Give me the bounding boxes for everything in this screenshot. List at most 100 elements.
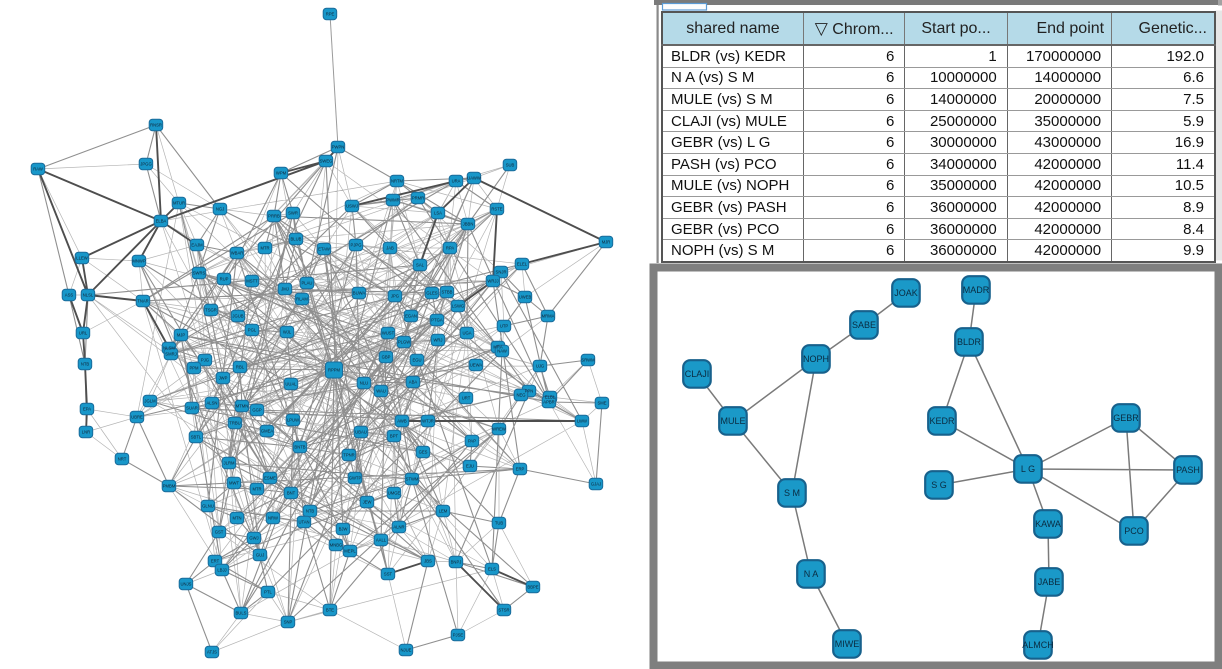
svg-text:PWMR: PWMR [386, 198, 399, 203]
svg-text:EAJM: EAJM [191, 243, 203, 248]
svg-text:MTMN: MTMN [236, 404, 249, 409]
svg-text:URA: URA [452, 179, 461, 184]
svg-text:JWP: JWP [219, 376, 228, 381]
svg-text:NTB: NTB [306, 509, 315, 514]
svg-text:S G: S G [931, 480, 947, 490]
svg-text:RBL: RBL [236, 365, 245, 370]
svg-text:UJG: UJG [536, 364, 544, 369]
svg-text:JPGG: JPGG [140, 162, 151, 167]
svg-text:BUWA: BUWA [353, 291, 366, 296]
svg-text:RNSR: RNSR [150, 123, 162, 128]
svg-text:LEM: LEM [439, 509, 448, 514]
svg-text:ALNR: ALNR [393, 525, 404, 530]
svg-text:S M: S M [784, 488, 800, 498]
svg-text:JOAK: JOAK [894, 288, 918, 298]
svg-text:SRWM: SRWM [581, 358, 595, 363]
svg-text:JMJ: JMJ [281, 287, 289, 292]
svg-text:GWTP: GWTP [349, 476, 362, 481]
svg-text:SAL: SAL [416, 263, 425, 268]
svg-text:ABA: ABA [409, 380, 418, 385]
svg-text:WJL: WJL [283, 330, 292, 335]
svg-text:ELEL: ELEL [517, 262, 528, 267]
svg-text:PMBM: PMBM [163, 484, 176, 489]
svg-text:ALMCH: ALMCH [1022, 640, 1054, 650]
svg-text:UMGE: UMGE [388, 491, 401, 496]
svg-text:GBP: GBP [382, 355, 391, 360]
svg-text:LSA: LSA [434, 211, 442, 216]
svg-text:KAWA: KAWA [1035, 519, 1061, 529]
svg-text:PTL: PTL [264, 590, 272, 595]
svg-text:UEWA: UEWA [470, 363, 483, 368]
svg-text:NEG: NEG [516, 393, 525, 398]
svg-text:TUB: TUB [495, 521, 504, 526]
svg-text:TSGR: TSGR [205, 308, 217, 313]
svg-text:MTR: MTR [260, 246, 269, 251]
svg-text:NRW: NRW [268, 516, 278, 521]
svg-text:TRBU: TRBU [229, 421, 240, 426]
svg-text:BTE: BTE [326, 608, 334, 613]
svg-text:WREW: WREW [492, 427, 506, 432]
svg-text:PASH: PASH [1176, 465, 1200, 475]
svg-text:MNBG: MNBG [330, 543, 343, 548]
svg-text:SNJR: SNJR [496, 270, 507, 275]
svg-text:WTJR: WTJR [422, 419, 434, 424]
svg-text:JBBN: JBBN [463, 222, 474, 227]
svg-text:NRT: NRT [118, 457, 127, 462]
svg-text:MNWP: MNWP [132, 259, 145, 264]
svg-text:GLES: GLES [426, 291, 437, 296]
svg-text:RPPM: RPPM [328, 368, 341, 373]
svg-text:NGJ: NGJ [216, 207, 224, 212]
svg-text:BLDR: BLDR [957, 337, 982, 347]
svg-text:APBR: APBR [543, 400, 554, 405]
svg-text:STSR: STSR [498, 608, 509, 613]
svg-text:TPNR: TPNR [343, 453, 354, 458]
svg-text:LLEW: LLEW [76, 256, 87, 261]
svg-text:PPM: PPM [189, 366, 199, 371]
svg-text:UUAL: UUAL [285, 382, 297, 387]
svg-text:RSTE: RSTE [491, 207, 502, 212]
svg-text:N A: N A [804, 569, 819, 579]
svg-text:CLAJI: CLAJI [685, 369, 710, 379]
svg-text:SWEG: SWEG [320, 159, 333, 164]
svg-text:SWR: SWR [288, 211, 298, 216]
svg-text:GLNU: GLNU [202, 504, 214, 509]
svg-text:MADR: MADR [963, 285, 990, 295]
svg-text:UBRE: UBRE [131, 415, 143, 420]
svg-text:RLAM: RLAM [296, 297, 308, 302]
svg-text:SWRS: SWRS [193, 271, 206, 276]
svg-text:URT: URT [462, 396, 471, 401]
svg-text:MIWE: MIWE [835, 639, 860, 649]
svg-text:BPT: BPT [390, 434, 399, 439]
svg-text:WRJJ: WRJJ [487, 279, 498, 284]
svg-text:LNR: LNR [82, 430, 90, 435]
svg-text:NJUE: NJUE [401, 648, 412, 653]
svg-text:SNP: SNP [284, 620, 293, 625]
svg-text:UBAU: UBAU [355, 430, 367, 435]
svg-text:PRRB: PRRB [268, 214, 280, 219]
svg-text:AWB: AWB [397, 419, 407, 424]
svg-text:AALL: AALL [376, 538, 387, 543]
svg-text:USWJ: USWJ [346, 204, 358, 209]
svg-text:SBTL: SBTL [191, 435, 202, 440]
svg-text:PLGW: PLGW [398, 340, 410, 345]
svg-text:MRA: MRA [493, 345, 503, 350]
svg-text:PGL: PGL [248, 328, 257, 333]
svg-text:SUB: SUB [506, 163, 515, 168]
svg-text:EGU: EGU [412, 358, 421, 363]
svg-text:MJR: MJR [602, 240, 611, 245]
svg-text:JAB: JAB [386, 246, 394, 251]
svg-text:NLSL: NLSL [83, 293, 94, 298]
svg-text:NRTM: NRTM [391, 179, 404, 184]
svg-text:NAW: NAW [497, 349, 507, 354]
svg-text:RPA: RPA [446, 246, 455, 251]
svg-text:BNPJ: BNPJ [451, 560, 462, 565]
svg-text:GES: GES [419, 450, 428, 455]
svg-text:JGUB: JGUB [232, 314, 243, 319]
svg-text:MTUR: MTUR [173, 201, 185, 206]
svg-text:MWT: MWT [229, 481, 239, 486]
svg-text:BULS: BULS [236, 611, 247, 616]
svg-text:WRJ: WRJ [433, 338, 442, 343]
svg-text:PCO: PCO [1124, 526, 1144, 536]
svg-text:LBJJ: LBJJ [217, 568, 226, 573]
svg-text:GUJ: GUJ [256, 553, 264, 558]
